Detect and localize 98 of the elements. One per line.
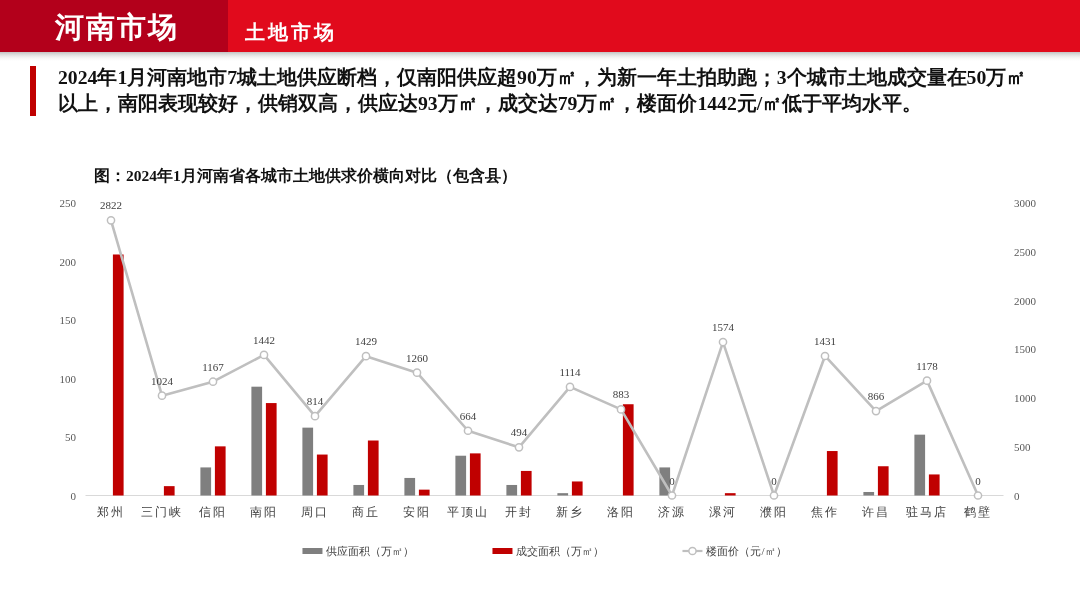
data-label: 0 (975, 474, 982, 487)
bar (316, 454, 328, 496)
point (157, 391, 167, 401)
y-tick-label: 50 (65, 431, 77, 443)
data-label: 2822 (100, 199, 122, 212)
bar (914, 434, 926, 496)
bar (826, 451, 838, 496)
point (106, 216, 116, 225)
bar (455, 455, 467, 496)
point (616, 405, 626, 414)
point (361, 351, 371, 361)
x-tick-label: 漯河 (709, 505, 737, 519)
data-label: 1431 (814, 334, 836, 347)
data-label: 494 (510, 426, 528, 439)
bar (557, 493, 569, 496)
point (565, 382, 575, 392)
bar (622, 404, 634, 496)
x-tick-label: 商丘 (352, 505, 380, 519)
data-label: 1114 (559, 365, 582, 378)
data-label: 1260 (406, 351, 429, 364)
chart-subtitle: 2024年1月河南地市7城土地供应断档，仅南阳供应超90万㎡，为新一年土拍助跑；3个城市土地成交量在50万㎡以上，南阳表现较好，供销双高，供应达93万㎡，成交达79万㎡，楼面价1442元/㎡低于平均水平。 (58, 65, 1028, 116)
point (820, 351, 830, 361)
x-tick-label: 洛阳 (607, 505, 635, 519)
point (412, 368, 422, 377)
x-tick-label: 信阳 (199, 505, 227, 519)
bar (928, 474, 940, 496)
data-label: 664 (459, 409, 477, 422)
data-label: 0 (771, 474, 778, 487)
bar (265, 403, 277, 496)
bar (506, 484, 518, 496)
bar (367, 440, 379, 496)
data-label: 866 (867, 390, 885, 403)
point (259, 350, 269, 360)
data-label: 1574 (712, 321, 735, 334)
y2-tick-label: 0 (1014, 489, 1020, 502)
y2-tick-label: 3000 (1014, 197, 1037, 209)
data-label: 883 (612, 388, 630, 401)
x-tick-label: 郑州 (97, 505, 125, 519)
chart-title: 图：2024年1月河南省各城市土地供求价横向对比（包含县） (94, 167, 517, 185)
y2-tick-label: 2500 (1014, 245, 1037, 258)
point (922, 376, 932, 385)
bar (571, 481, 583, 496)
bar (163, 486, 175, 496)
x-tick-label: 驻马店 (906, 505, 948, 519)
y-tick-label: 200 (59, 255, 77, 268)
y2-tick-label: 1500 (1014, 343, 1037, 356)
legend-label: 成交面积（万㎡） (516, 545, 605, 557)
x-tick-label: 三门峡 (141, 505, 183, 519)
x-tick-label: 安阳 (403, 505, 431, 519)
y-tick-label: 100 (59, 372, 77, 385)
y-tick-label: 0 (70, 489, 77, 502)
point (769, 491, 779, 500)
data-label: 1429 (355, 335, 378, 348)
x-tick-label: 开封 (505, 505, 533, 519)
x-tick-label: 濮阳 (760, 505, 788, 519)
point (514, 442, 524, 452)
y2-tick-label: 1000 (1014, 392, 1037, 404)
x-tick-label: 周口 (301, 505, 329, 519)
point (871, 406, 881, 416)
bar (724, 493, 736, 496)
x-tick-label: 南阳 (250, 505, 278, 519)
x-tick-label: 焦作 (811, 505, 839, 519)
x-tick-label: 平顶山 (447, 505, 489, 519)
legend-label: 供应面积（万㎡） (326, 545, 415, 557)
x-tick-label: 济源 (658, 505, 686, 519)
data-label: 814 (306, 395, 324, 408)
x-tick-label: 许昌 (862, 505, 890, 519)
data-label: 1024 (151, 374, 174, 387)
bar (520, 470, 532, 496)
point (463, 426, 473, 436)
text: 河南市场 (54, 11, 179, 43)
data-label: 1178 (916, 359, 939, 372)
bar (112, 254, 124, 496)
data-label: 1442 (253, 333, 275, 346)
legend-label: 楼面价（元/㎡） (706, 545, 787, 557)
data-label: 1167 (202, 360, 225, 373)
point (208, 377, 218, 387)
bar (251, 386, 263, 496)
bar (353, 484, 365, 496)
point (667, 491, 677, 500)
text: 土地市场 (244, 21, 337, 43)
bar (302, 427, 314, 496)
bar (214, 446, 226, 496)
point (718, 337, 728, 347)
bar (418, 489, 430, 496)
y2-tick-label: 2000 (1014, 294, 1037, 307)
point (310, 411, 320, 421)
bar (404, 477, 416, 496)
y-tick-label: 150 (59, 314, 77, 326)
bar (469, 453, 481, 496)
x-tick-label: 鹤壁 (964, 505, 992, 519)
y-tick-label: 250 (59, 197, 77, 209)
bar (200, 467, 212, 496)
bar (863, 491, 875, 496)
point (973, 491, 983, 500)
bar (877, 466, 889, 496)
y2-tick-label: 500 (1014, 440, 1031, 453)
x-tick-label: 新乡 (556, 505, 584, 519)
